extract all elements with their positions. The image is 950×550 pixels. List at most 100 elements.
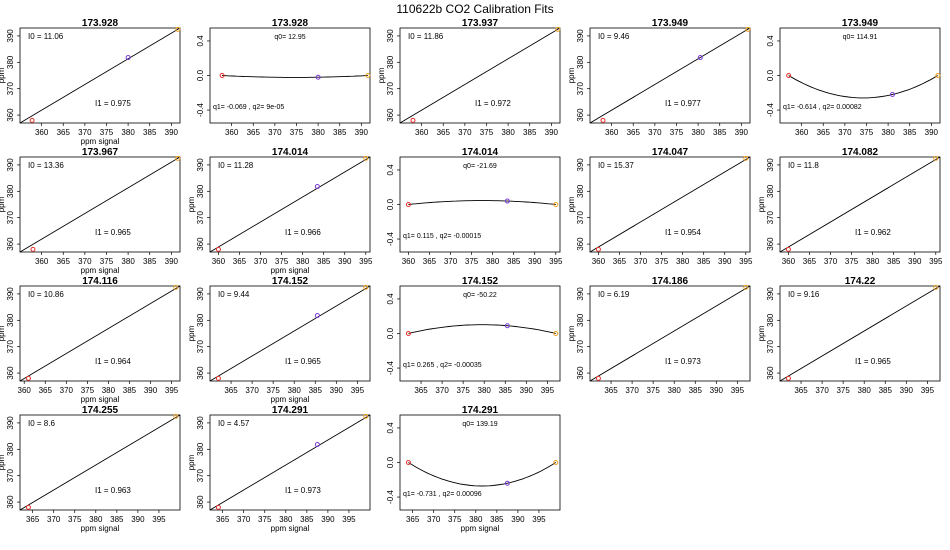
figure-title: 110622b CO2 Calibration Fits xyxy=(396,2,553,16)
y-tick-label: 0.0 xyxy=(766,69,775,81)
x-tick-label: 380 xyxy=(288,386,302,395)
x-tick-label: 390 xyxy=(908,257,922,266)
x-tick-label: 375 xyxy=(480,128,494,137)
data-point xyxy=(595,246,601,252)
y-axis-label: ppm xyxy=(187,196,196,212)
x-tick-label: 385 xyxy=(507,257,521,266)
data-point xyxy=(363,413,369,419)
data-point xyxy=(365,73,371,78)
plot-frame xyxy=(19,414,181,511)
x-tick-label: 365 xyxy=(406,515,420,524)
x-tick-label: 365 xyxy=(604,386,618,395)
x-tick-label: 390 xyxy=(718,257,732,266)
data-point xyxy=(173,413,179,419)
panel-13: 174.152 365 370 375 380 385 390 395 -0.4 0.0 0.4 q0… xyxy=(386,276,561,395)
panel-2: 173.928 360 365 370 375 380 385 390 -0.4 0.0 0.4 q0… xyxy=(196,18,371,137)
y-axis-label: ppm xyxy=(567,67,576,83)
data-point xyxy=(595,375,601,381)
fit-line xyxy=(779,285,941,382)
x-axis-label: ppm signal xyxy=(81,395,120,404)
panel-17: 174.291 365 370 375 380 385 390 395 360 370 380 390… xyxy=(187,405,371,533)
x-tick-label: 380 xyxy=(121,257,135,266)
intercept-label: I0 = 15.37 xyxy=(598,161,634,170)
x-tick-label: 360 xyxy=(225,128,239,137)
x-tick-label: 390 xyxy=(330,386,344,395)
q0-label: q0= 114.91 xyxy=(843,34,878,41)
data-point xyxy=(785,375,791,381)
plot-frame xyxy=(19,27,181,124)
data-point xyxy=(933,284,939,290)
y-tick-label: 360 xyxy=(196,237,205,251)
panel-10: 174.082 360 365 370 375 380 385 390 395 360 370 380… xyxy=(757,147,943,266)
intercept-label: I0 = 11.86 xyxy=(408,32,444,41)
x-tick-label: 365 xyxy=(794,386,808,395)
panel-title: 174.047 xyxy=(652,147,689,158)
y-tick-label: 360 xyxy=(576,237,585,251)
x-tick-label: 370 xyxy=(625,386,639,395)
x-tick-label: 390 xyxy=(710,386,724,395)
q1-q2-label: q1= -0.069 , q2= 9e-05 xyxy=(213,104,284,111)
x-tick-label: 385 xyxy=(713,128,727,137)
y-tick-label: 370 xyxy=(576,81,585,95)
y-tick-label: 380 xyxy=(6,442,15,456)
x-tick-label: 370 xyxy=(78,257,92,266)
x-tick-label: 365 xyxy=(57,128,71,137)
y-tick-label: 360 xyxy=(766,237,775,251)
panel-18: 174.291 365 370 375 380 385 390 395 -0.4 0.0 0.4 pp… xyxy=(386,405,561,533)
panel-title: 174.186 xyxy=(652,276,689,287)
x-tick-label: 385 xyxy=(523,128,537,137)
y-tick-label: 0.0 xyxy=(386,198,395,210)
x-tick-label: 365 xyxy=(233,257,247,266)
slope-label: I1 = 0.966 xyxy=(285,228,321,237)
y-tick-label: 360 xyxy=(6,108,15,122)
slope-label: I1 = 0.965 xyxy=(855,357,891,366)
panel-title: 173.949 xyxy=(652,18,689,29)
x-tick-label: 370 xyxy=(634,257,648,266)
y-tick-label: 360 xyxy=(6,237,15,251)
y-tick-label: 380 xyxy=(196,442,205,456)
plot-frame xyxy=(209,285,371,382)
x-tick-label: 370 xyxy=(237,515,251,524)
y-tick-label: 380 xyxy=(196,184,205,198)
panel-1: 173.928 360 365 370 375 380 385 390 360 370 380 390… xyxy=(0,18,181,146)
y-tick-label: 370 xyxy=(386,81,395,95)
plot-frame xyxy=(589,156,751,253)
y-axis-label: ppm xyxy=(0,196,6,212)
data-point xyxy=(30,246,36,252)
slope-label: I1 = 0.975 xyxy=(95,99,131,108)
q1-q2-label: q1= 0.265 , q2= -0.00035 xyxy=(403,362,482,369)
slope-label: I1 = 0.965 xyxy=(95,228,131,237)
fit-line xyxy=(19,156,181,253)
x-tick-label: 360 xyxy=(35,128,49,137)
data-point xyxy=(215,375,221,381)
data-point xyxy=(600,117,606,123)
panel-title: 174.082 xyxy=(842,147,879,158)
x-tick-label: 385 xyxy=(499,386,513,395)
y-tick-label: 360 xyxy=(766,366,775,380)
x-tick-label: 360 xyxy=(212,257,226,266)
x-tick-label: 380 xyxy=(279,515,293,524)
slope-label: I1 = 0.977 xyxy=(665,99,701,108)
data-point xyxy=(410,117,416,123)
panel-3: 173.937 360 365 370 375 380 385 390 360 370 380 390… xyxy=(377,18,561,137)
fit-line xyxy=(209,156,371,253)
x-tick-label: 370 xyxy=(824,257,838,266)
q1-q2-label: q1= -0.731 , q2= 0.00096 xyxy=(403,491,482,498)
y-tick-label: 360 xyxy=(576,108,585,122)
y-tick-label: 390 xyxy=(766,287,775,301)
x-tick-label: 385 xyxy=(879,386,893,395)
x-tick-label: 380 xyxy=(311,128,325,137)
fit-line xyxy=(19,27,181,124)
x-tick-label: 360 xyxy=(402,257,416,266)
x-tick-label: 375 xyxy=(81,386,95,395)
x-tick-label: 395 xyxy=(929,257,943,266)
panel-title: 174.291 xyxy=(272,405,309,416)
data-point xyxy=(363,284,369,290)
data-point xyxy=(175,26,181,32)
panel-6: 173.967 360 365 370 375 380 385 390 360 370 380 390… xyxy=(0,147,181,275)
data-point xyxy=(314,442,320,448)
panel-4: 173.949 360 365 370 375 380 385 390 360 370 380 390… xyxy=(567,18,751,137)
x-tick-label: 395 xyxy=(532,515,546,524)
y-tick-label: 370 xyxy=(196,339,205,353)
